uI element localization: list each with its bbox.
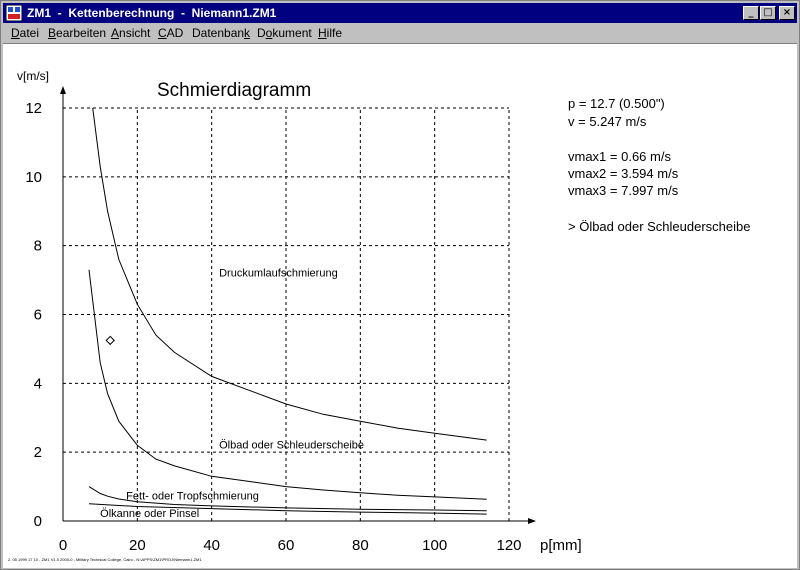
menu-cad[interactable]: CAD [158, 26, 184, 40]
zm1-app-icon[interactable] [6, 5, 22, 21]
menu-dokument[interactable]: Dokument [257, 26, 312, 40]
drawing-area [3, 43, 797, 568]
operating-point-marker [105, 335, 115, 346]
info-vmax2: vmax2 = 3.594 m/s [568, 166, 679, 181]
window-title: ZM1 - Kettenberechnung - Niemann1.ZM1 [27, 6, 277, 20]
y-tick-label: 10 [25, 169, 42, 186]
y-tick-label: 4 [34, 375, 42, 392]
region-label: Druckumlaufschmierung [219, 268, 338, 280]
menu-datei[interactable]: Datei [11, 26, 40, 40]
chart-axes [60, 86, 536, 524]
x-tick-label: 120 [496, 537, 521, 554]
info-pitch: p = 12.7 (0.500") [568, 96, 665, 111]
menu-datenbank[interactable]: Datenbank [192, 26, 251, 40]
x-tick-label: 80 [352, 537, 369, 554]
series-line-2 [88, 269, 487, 500]
x-tick-label: 20 [129, 537, 146, 554]
menu-ansicht[interactable]: Ansicht [111, 26, 151, 40]
series-line-4 [88, 503, 487, 515]
info-velocity: v = 5.247 m/s [568, 114, 647, 129]
region-label: Ölbad oder Schleuderscheibe [219, 440, 364, 452]
y-tick-label: 12 [25, 100, 42, 117]
title-bar[interactable]: ZM1 - Kettenberechnung - Niemann1.ZM1 _ … [3, 3, 797, 23]
x-tick-label: 0 [59, 537, 67, 554]
info-result: > Ölbad oder Schleuderscheibe [568, 219, 751, 234]
series-line-3 [88, 486, 487, 512]
x-tick-label: 60 [278, 537, 295, 554]
x-axis-label: p[mm] [540, 537, 582, 554]
x-axis-arrow-icon [528, 518, 536, 524]
chart-series [88, 107, 487, 515]
region-label: Ölkanne oder Pinsel [100, 508, 199, 520]
info-vmax1: vmax1 = 0.66 m/s [568, 149, 671, 164]
footer-status-text: 2. 05 1999 17 10 - ZM1 V1.0 2000-0 - Mil… [8, 557, 202, 562]
y-tick-label: 8 [34, 238, 42, 255]
y-axis-label: v[m/s] [17, 69, 49, 83]
y-tick-label: 6 [34, 307, 42, 324]
series-line-1 [92, 107, 487, 441]
chart-annotations: Druckumlaufschmierung Ölbad oder Schleude… [100, 268, 364, 520]
y-tick-label: 2 [34, 444, 42, 461]
menu-hilfe[interactable]: Hilfe [318, 26, 343, 40]
chart-grid [63, 107, 510, 521]
menu-bar: Datei Bearbeiten Ansicht CAD Datenbank D… [3, 24, 797, 42]
region-label: Fett- oder Tropfschmierung [126, 491, 259, 503]
minimize-button[interactable]: _ [743, 6, 759, 20]
maximize-button[interactable]: □ [760, 6, 776, 20]
chart-ticks: 0 20 40 60 80 100 120 0 2 4 6 8 10 12 [25, 100, 521, 554]
y-axis-arrow-icon [60, 86, 66, 94]
info-vmax3: vmax3 = 7.997 m/s [568, 183, 679, 198]
chart-title: Schmierdiagramm [157, 80, 311, 101]
x-tick-label: 40 [203, 537, 220, 554]
close-button[interactable]: × [779, 6, 795, 20]
menu-bearbeiten[interactable]: Bearbeiten [48, 26, 107, 40]
y-tick-label: 0 [34, 513, 42, 530]
x-tick-label: 100 [422, 537, 447, 554]
